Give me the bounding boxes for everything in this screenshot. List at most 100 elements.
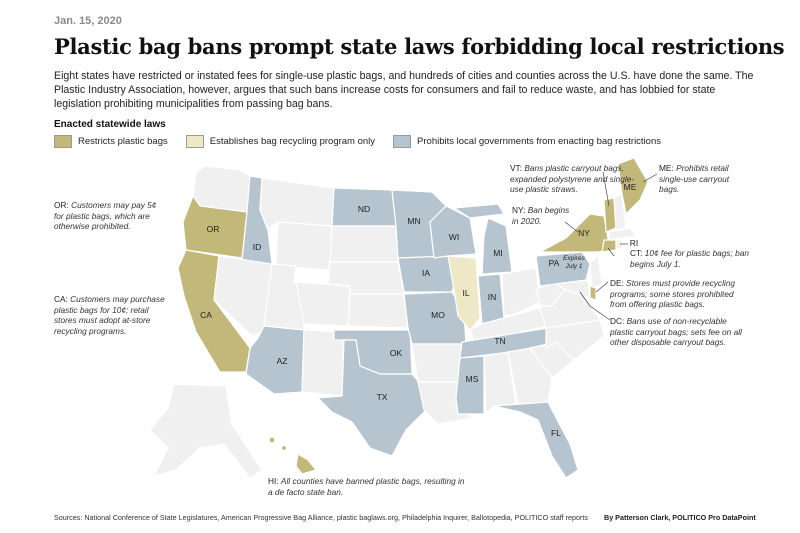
state-DE [589, 285, 597, 301]
label-TX: TX [377, 392, 388, 402]
label-NY: NY [578, 228, 590, 238]
label-PA-note: Expires [563, 255, 585, 262]
state-MT [259, 177, 335, 231]
legend: Restricts plastic bags Establishes bag r… [54, 135, 679, 148]
annotation-hi-text: All counties have banned plastic bags, r… [268, 476, 465, 497]
leader-de [595, 281, 609, 293]
label-MO: MO [431, 310, 445, 320]
state-NV [213, 255, 273, 337]
annotation-me: ME: Prohibits retail single-use carryout… [659, 163, 749, 195]
page-title: Plastic bag bans prompt state laws forbi… [54, 34, 785, 59]
label-AZ: AZ [277, 356, 288, 366]
leader-ny [564, 221, 579, 233]
annotation-ct-code: CT: [630, 248, 643, 258]
label-PA-note-2: July 1 [565, 263, 583, 270]
label-MI: MI [493, 248, 502, 258]
intro-text: Eight states have restricted or instated… [54, 70, 754, 111]
label-MN: MN [407, 216, 420, 226]
date-label: Jan. 15, 2020 [54, 15, 122, 27]
label-TN: TN [494, 336, 505, 346]
annotation-dc-text: Bans use of non-recyclable plastic carry… [610, 316, 742, 347]
annotation-ny: NY: Ban begins in 2020. [512, 205, 570, 226]
legend-title: Enacted statewide laws [54, 119, 166, 130]
state-GA [507, 347, 553, 405]
state-NY [539, 213, 611, 253]
legend-item-restricts: Restricts plastic bags [54, 135, 168, 148]
label-OR: OR [207, 224, 220, 234]
state-OH [501, 267, 541, 317]
state-RI [615, 239, 623, 251]
annotation-me-code: ME: [659, 163, 674, 173]
annotation-dc: DC: Bans use of non-recyclable plastic c… [610, 316, 752, 348]
legend-swatch-recycling [185, 135, 204, 148]
annotation-vt-code: VT: [510, 163, 522, 173]
label-IA: IA [422, 268, 430, 278]
state-TX [316, 339, 427, 457]
state-SD [329, 225, 399, 263]
legend-label-prohibits: Prohibits local governments from enactin… [417, 136, 661, 147]
annotation-or: OR: Customers may pay 5¢ for plastic bag… [54, 200, 164, 232]
state-HI [295, 453, 318, 475]
annotation-ct-text: 10¢ fee for plastic bags; ban begins Jul… [630, 248, 750, 269]
leader-dc [579, 291, 611, 321]
annotation-de-text: Stores must provide recycling programs; … [610, 278, 735, 309]
leader-me [642, 173, 658, 183]
annotation-hi: HI: All counties have banned plastic bag… [268, 476, 468, 497]
annotation-or-text: Customers may pay 5¢ for plastic bags, w… [54, 200, 157, 231]
annotation-ny-code: NY: [512, 205, 526, 215]
annotation-dc-code: DC: [610, 316, 625, 326]
annotation-hi-code: HI: [268, 476, 279, 486]
state-CO [295, 281, 351, 327]
state-HI-islands [268, 436, 276, 444]
state-ME [617, 157, 649, 216]
label-WI: WI [449, 232, 459, 242]
state-AZ [245, 325, 305, 395]
state-PA [535, 251, 591, 287]
annotation-or-code: OR: [54, 200, 69, 210]
legend-label-restricts: Restricts plastic bags [78, 136, 168, 147]
label-RI: RI [630, 238, 639, 248]
annotation-me-text: Prohibits retail single-use carryout bag… [659, 163, 730, 194]
annotation-vt-text: Bans plastic carryout bags, expanded pol… [510, 163, 635, 194]
label-IN: IN [488, 292, 497, 302]
state-CT [601, 239, 617, 253]
legend-item-recycling: Establishes bag recycling program only [185, 135, 376, 148]
leader-ct [607, 247, 615, 257]
state-WI [429, 205, 477, 259]
legend-swatch-prohibits [393, 135, 412, 148]
state-NJ [589, 254, 603, 289]
label-ID: ID [253, 242, 262, 252]
sources-note: Sources: National Conference of State Le… [54, 513, 589, 522]
annotation-ct: CT: 10¢ fee for plastic bags; ban begins… [630, 248, 770, 269]
annotation-vt: VT: Bans plastic carryout bags, expanded… [510, 163, 640, 195]
legend-item-prohibits: Prohibits local governments from enactin… [393, 135, 661, 148]
label-IL: IL [462, 288, 469, 298]
state-MI [481, 217, 513, 275]
label-MS: MS [466, 374, 479, 384]
annotation-ca: CA: Customers may purchase plastic bags … [54, 294, 166, 336]
annotation-ny-text: Ban begins in 2020. [512, 205, 570, 226]
state-MA [607, 227, 638, 241]
annotation-ca-text: Customers may purchase plastic bags for … [54, 294, 165, 336]
byline: By Patterson Clark, POLITICO Pro DataPoi… [604, 513, 756, 522]
annotation-de: DE: Stores must provide recycling progra… [610, 278, 750, 310]
state-HI-islands-2 [280, 444, 288, 452]
leader-vt [602, 171, 610, 207]
state-MS [455, 355, 485, 415]
legend-label-recycling: Establishes bag recycling program only [209, 136, 376, 147]
state-MI-UP [452, 203, 505, 219]
state-NH [613, 193, 627, 231]
state-AK [149, 383, 263, 479]
label-CA: CA [200, 310, 212, 320]
annotation-de-code: DE: [610, 278, 624, 288]
label-ND: ND [358, 204, 370, 214]
state-KS [347, 293, 409, 329]
legend-swatch-restricts [54, 135, 72, 148]
state-WY [275, 221, 333, 271]
label-FL: FL [551, 428, 561, 438]
annotation-ca-code: CA: [54, 294, 68, 304]
label-PA: PA [549, 258, 560, 268]
state-FL [493, 401, 579, 479]
label-OK: OK [390, 348, 403, 358]
